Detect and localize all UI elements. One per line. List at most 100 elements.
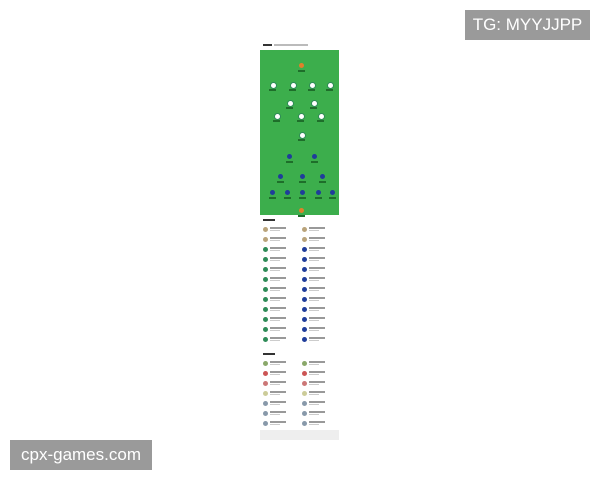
player-avatar-icon (263, 317, 268, 322)
list-item[interactable] (302, 306, 338, 314)
watermark-site: cpx-games.com (10, 440, 152, 470)
player-avatar-icon (263, 361, 268, 366)
player-avatar-icon (302, 361, 307, 366)
item-detail (309, 394, 319, 395)
item-detail (309, 364, 319, 365)
home-player-marker[interactable] (274, 113, 281, 120)
away-player-marker[interactable] (285, 190, 290, 195)
player-name-label (286, 161, 293, 163)
list-item[interactable] (263, 266, 299, 274)
list-item[interactable] (302, 336, 338, 344)
list-item[interactable] (263, 226, 299, 234)
item-detail (309, 424, 319, 425)
list-item[interactable] (302, 400, 338, 408)
away-player-marker[interactable] (330, 190, 335, 195)
list-item[interactable] (302, 316, 338, 324)
player-name-label (319, 181, 326, 183)
player-name-label (297, 120, 304, 122)
list-item[interactable] (263, 236, 299, 244)
player-name-label (326, 89, 333, 91)
player-name-label (269, 89, 276, 91)
item-name (270, 277, 286, 279)
away-player-marker[interactable] (299, 208, 304, 213)
list-item[interactable] (263, 410, 299, 418)
player-avatar-icon (263, 381, 268, 386)
away-player-marker[interactable] (316, 190, 321, 195)
away-player-marker[interactable] (278, 174, 283, 179)
away-player-marker[interactable] (270, 190, 275, 195)
list-item[interactable] (263, 306, 299, 314)
away-player-marker[interactable] (287, 154, 292, 159)
home-player-marker[interactable] (318, 113, 325, 120)
item-name (309, 297, 325, 299)
item-name (309, 361, 325, 363)
player-avatar-icon (302, 237, 307, 242)
player-avatar-icon (263, 297, 268, 302)
player-name-label (308, 89, 315, 91)
list-item[interactable] (263, 326, 299, 334)
item-detail (270, 404, 280, 405)
list-item[interactable] (302, 360, 338, 368)
list-item[interactable] (263, 296, 299, 304)
item-name (309, 257, 325, 259)
item-detail (270, 340, 280, 341)
item-detail (270, 300, 280, 301)
item-detail (270, 290, 280, 291)
list-item[interactable] (302, 370, 338, 378)
list-item[interactable] (263, 276, 299, 284)
home-player-marker[interactable] (309, 82, 316, 89)
home-player-marker[interactable] (311, 100, 318, 107)
home-player-marker[interactable] (270, 82, 277, 89)
list-item[interactable] (263, 370, 299, 378)
list-item[interactable] (263, 360, 299, 368)
away-player-marker[interactable] (300, 174, 305, 179)
list-item[interactable] (302, 276, 338, 284)
away-player-marker[interactable] (312, 154, 317, 159)
list-item[interactable] (263, 256, 299, 264)
player-name-label (284, 197, 291, 199)
item-name (309, 337, 325, 339)
player-avatar-icon (302, 401, 307, 406)
home-player-marker[interactable] (290, 82, 297, 89)
item-name (270, 317, 286, 319)
list-item[interactable] (302, 236, 338, 244)
list-item[interactable] (263, 316, 299, 324)
list-item[interactable] (263, 246, 299, 254)
list-item[interactable] (302, 380, 338, 388)
list-item[interactable] (302, 296, 338, 304)
home-player-marker[interactable] (299, 63, 304, 68)
player-name-label (298, 215, 305, 217)
item-name (270, 411, 286, 413)
list-item[interactable] (302, 286, 338, 294)
away-player-marker[interactable] (300, 190, 305, 195)
list-item[interactable] (302, 326, 338, 334)
player-name-label (310, 107, 317, 109)
footer (260, 430, 339, 440)
player-name-label (289, 89, 296, 91)
home-player-marker[interactable] (327, 82, 334, 89)
item-detail (270, 280, 280, 281)
item-name (309, 411, 325, 413)
list-item[interactable] (302, 246, 338, 254)
list-item[interactable] (302, 256, 338, 264)
list-item[interactable] (263, 380, 299, 388)
item-name (270, 401, 286, 403)
home-player-marker[interactable] (299, 132, 306, 139)
list-item[interactable] (302, 410, 338, 418)
list-item[interactable] (263, 420, 299, 428)
home-player-marker[interactable] (287, 100, 294, 107)
list-item[interactable] (263, 390, 299, 398)
item-name (309, 381, 325, 383)
away-player-marker[interactable] (320, 174, 325, 179)
list-item[interactable] (263, 286, 299, 294)
list-item[interactable] (263, 400, 299, 408)
list-item[interactable] (302, 420, 338, 428)
list-item[interactable] (302, 266, 338, 274)
home-player-marker[interactable] (298, 113, 305, 120)
list-item[interactable] (263, 336, 299, 344)
list-item[interactable] (302, 226, 338, 234)
item-detail (309, 414, 319, 415)
list-item[interactable] (302, 390, 338, 398)
item-detail (270, 394, 280, 395)
item-detail (309, 280, 319, 281)
